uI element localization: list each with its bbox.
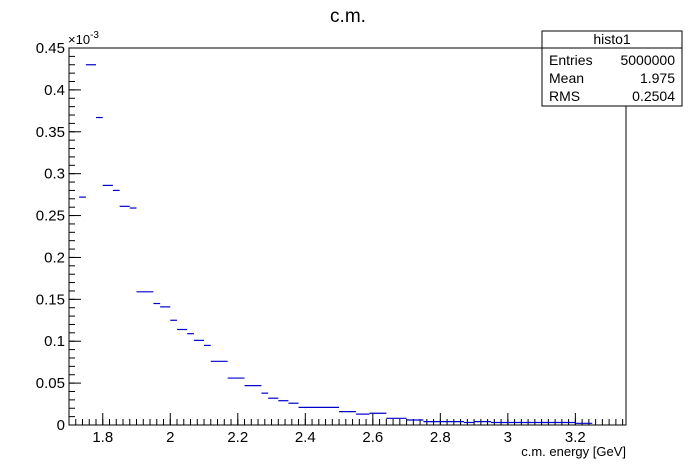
x-tick-label: 1.8 xyxy=(92,429,113,446)
x-tick-label: 2 xyxy=(166,429,174,446)
y-tick-label: 0.2 xyxy=(44,249,65,266)
y-tick-label: 0 xyxy=(57,417,65,434)
y-exponent-label: ×10-3 xyxy=(68,30,99,47)
stats-rms-value: 0.2504 xyxy=(632,88,675,104)
stats-box-frame xyxy=(541,30,683,107)
x-tick-label: 2.8 xyxy=(430,429,451,446)
y-exponent-base: ×10 xyxy=(68,32,90,47)
x-axis: 1.8 2 2.2 2.4 2.6 2.8 3 3.2 xyxy=(75,413,624,446)
chart-title: c.m. xyxy=(330,6,366,27)
stats-mean-value: 1.975 xyxy=(640,70,675,86)
stats-histogram-name: histo1 xyxy=(593,31,631,47)
x-tick-label: 2.2 xyxy=(227,429,248,446)
stats-rms-label: RMS xyxy=(549,88,580,104)
stats-mean-label: Mean xyxy=(549,70,584,86)
x-tick-label: 3 xyxy=(504,429,512,446)
y-tick-label: 0.15 xyxy=(36,291,65,308)
x-tick-label: 2.4 xyxy=(295,429,316,446)
y-tick-label: 0.1 xyxy=(44,333,65,350)
y-tick-label: 0.3 xyxy=(44,166,65,183)
histogram-bins xyxy=(79,64,593,424)
y-tick-label: 0.4 xyxy=(44,82,65,99)
stats-box: histo1 Entries 5000000 Mean 1.975 RMS 0.… xyxy=(541,30,683,107)
y-axis: 0 0.05 0.1 0.15 0.2 0.25 0.3 0.35 0.4 0.45 xyxy=(36,40,81,434)
stats-entries-value: 5000000 xyxy=(620,52,675,68)
x-tick-label: 3.2 xyxy=(565,429,586,446)
y-tick-label: 0.25 xyxy=(36,208,65,225)
plot-frame xyxy=(68,47,627,426)
stats-entries-label: Entries xyxy=(549,52,593,68)
x-tick-label: 2.6 xyxy=(362,429,383,446)
y-tick-label: 0.45 xyxy=(36,40,65,57)
y-tick-label: 0.05 xyxy=(36,375,65,392)
y-tick-label: 0.35 xyxy=(36,124,65,141)
x-axis-label: c.m. energy [GeV] xyxy=(521,444,626,459)
y-exponent-power: -3 xyxy=(90,30,99,41)
